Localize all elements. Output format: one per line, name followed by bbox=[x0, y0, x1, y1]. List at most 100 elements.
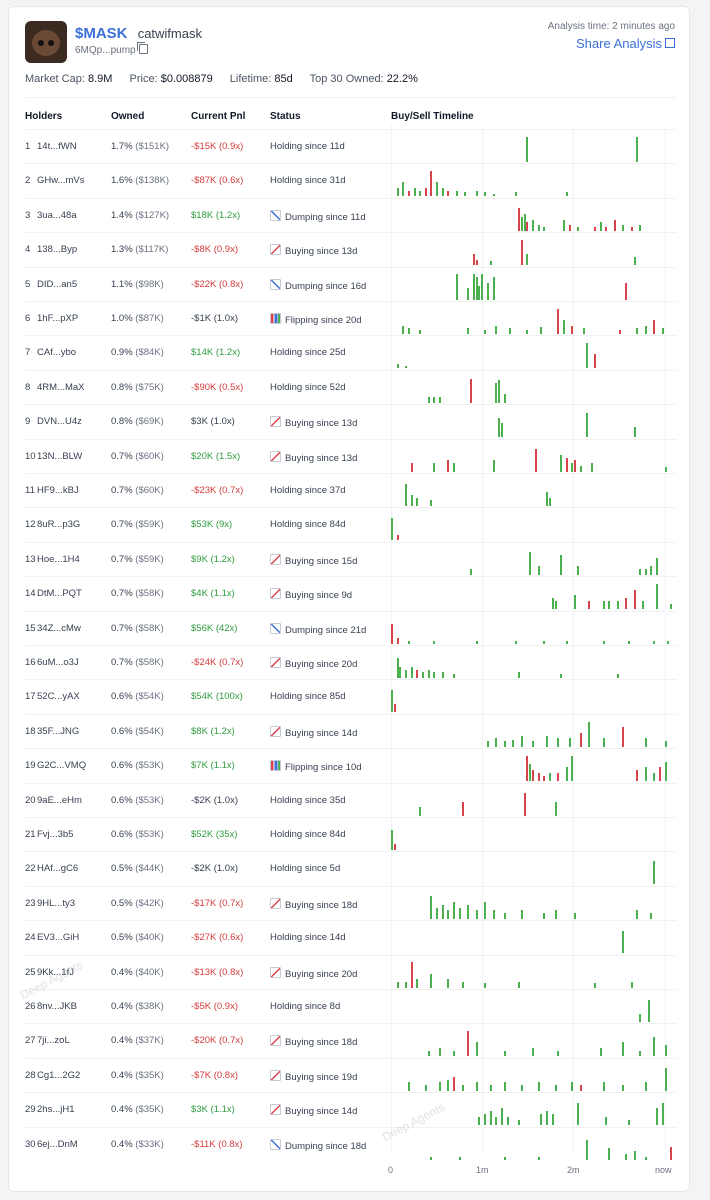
current-pnl: -$11K (0.8x) bbox=[191, 1138, 243, 1150]
owned-percent: 0.7% bbox=[111, 622, 133, 634]
holder-address[interactable]: 35F...JNG bbox=[37, 725, 80, 737]
holder-address[interactable]: 7ji...zoL bbox=[37, 1035, 70, 1047]
holder-rank: 29 bbox=[25, 1104, 36, 1116]
holder-address[interactable]: 8uR...p3G bbox=[37, 519, 81, 531]
owned-value: 0.5% ($44K) bbox=[111, 863, 164, 874]
owned-percent: 0.9% bbox=[111, 347, 133, 359]
holder-address[interactable]: DtM...PQT bbox=[37, 588, 82, 600]
table-row[interactable]: 12 8uR...p3G 0.7% ($59K) $53K (9x) Holding s… bbox=[25, 507, 677, 541]
table-row[interactable]: 24 EV3...GiH 0.5% ($40K) -$27K (0.6x) Holdin… bbox=[25, 920, 677, 954]
table-row[interactable]: 1 14t...fWN 1.7% ($151K) -$15K (0.9x) Holdin… bbox=[25, 129, 677, 163]
holder-address[interactable]: Cg1...2G2 bbox=[37, 1069, 81, 1081]
owned-percent: 1.0% bbox=[111, 313, 133, 324]
holder-address[interactable]: 3ua...48a bbox=[37, 209, 77, 221]
holder-address[interactable]: 4RM...MaX bbox=[37, 381, 85, 393]
buy-bar bbox=[475, 910, 478, 919]
table-row[interactable]: 27 7ji...zoL 0.4% ($37K) -$20K (0.7x) Buying… bbox=[25, 1023, 677, 1057]
holder-address[interactable]: HF9...kBJ bbox=[37, 485, 79, 496]
table-row[interactable]: 23 9HL...ty3 0.5% ($42K) -$17K (0.7x) Buying… bbox=[25, 885, 677, 920]
stat-value: $0.008879 bbox=[160, 73, 213, 85]
buy-bar bbox=[467, 904, 470, 919]
holder-status: Holding since 11d bbox=[270, 141, 345, 152]
owned-usd: ($54K) bbox=[135, 691, 164, 703]
buy-bar bbox=[650, 566, 653, 575]
holder-address[interactable]: 34Z...cMw bbox=[37, 622, 81, 634]
owned-usd: ($151K) bbox=[135, 141, 170, 152]
table-row[interactable]: 11 HF9...kBJ 0.7% ($60K) -$23K (0.7x) Holdin… bbox=[25, 473, 677, 507]
holder-address[interactable]: DVN...U4z bbox=[37, 416, 82, 428]
table-row[interactable]: 22 HAf...gC6 0.5% ($44K) -$2K (1.0x) Holding… bbox=[25, 851, 677, 885]
holder-address[interactable]: 6uM...o3J bbox=[37, 657, 79, 668]
table-row[interactable]: 16 6uM...o3J 0.7% ($58K) -$24K (0.7x) Buying… bbox=[25, 645, 677, 679]
table-row[interactable]: 21 Fvj...3b5 0.6% ($53K) $52K (35x) Holding … bbox=[25, 817, 677, 851]
table-row[interactable]: 17 52C...yAX 0.6% ($54K) $54K (100x) Holding… bbox=[25, 679, 677, 713]
table-row[interactable]: 18 35F...JNG 0.6% ($54K) $8K (1.2x) Buying s… bbox=[25, 713, 677, 748]
table-row[interactable]: 2 GHw...mVs 1.6% ($138K) -$87K (0.6x) Holdin… bbox=[25, 163, 677, 197]
holder-address[interactable]: EV3...GiH bbox=[37, 932, 80, 944]
buy-bar bbox=[608, 600, 611, 610]
table-row[interactable]: 5 DID...an5 1.1% ($98K) -$22K (0.8x) Dumping… bbox=[25, 266, 677, 301]
holder-address[interactable]: 9aE...eHm bbox=[37, 794, 82, 806]
table-row[interactable]: 8 4RM...MaX 0.8% ($75K) -$90K (0.5x) Holding… bbox=[25, 369, 677, 404]
table-row[interactable]: 28 Cg1...2G2 0.4% ($35K) -$7K (0.8x) Buying … bbox=[25, 1057, 677, 1092]
table-row[interactable]: 6 1hF...pXP 1.0% ($87K) -$1K (1.0x) Flipping… bbox=[25, 301, 677, 335]
table-row[interactable]: 25 9Kk...1fJ 0.4% ($40K) -$13K (0.8x) Buying… bbox=[25, 954, 677, 989]
holder-address[interactable]: CAf...ybo bbox=[37, 347, 77, 359]
table-row[interactable]: 7 CAf...ybo 0.9% ($84K) $14K (1.2x) Holding … bbox=[25, 335, 677, 369]
token-avatar bbox=[25, 21, 67, 63]
holder-address[interactable]: 1hF...pXP bbox=[37, 313, 79, 324]
table-row[interactable]: 19 G2C...VMQ 0.6% ($53K) $7K (1.1x) Flipping… bbox=[25, 748, 677, 782]
holder-address[interactable]: HAf...gC6 bbox=[37, 863, 79, 875]
buy-bar bbox=[433, 463, 436, 472]
table-row[interactable]: 13 Hoe...1H4 0.7% ($59K) $9K (1.2x) Buying s… bbox=[25, 541, 677, 576]
holder-rank: 25 bbox=[25, 966, 36, 978]
holder-address[interactable]: 52C...yAX bbox=[37, 691, 80, 703]
holder-address[interactable]: DID...an5 bbox=[37, 278, 78, 290]
axis-tick: 2m bbox=[567, 1165, 580, 1175]
sell-bar bbox=[636, 770, 639, 782]
copy-icon[interactable] bbox=[136, 42, 148, 54]
holder-address[interactable]: 9Kk...1fJ bbox=[37, 966, 74, 978]
current-pnl: -$27K (0.6x) bbox=[191, 932, 244, 944]
buy-bar bbox=[557, 1050, 560, 1057]
table-row[interactable]: 29 2hs...jH1 0.4% ($35K) $3K (1.1x) Buying s… bbox=[25, 1092, 677, 1126]
holder-address[interactable]: 9HL...ty3 bbox=[37, 897, 76, 909]
holder-address[interactable]: 2hs...jH1 bbox=[37, 1104, 75, 1116]
holder-status: Holding since 35d bbox=[270, 795, 346, 806]
owned-value: 0.9% ($84K) bbox=[111, 347, 164, 358]
current-pnl: $4K (1.1x) bbox=[191, 588, 235, 600]
buy-bar bbox=[405, 365, 408, 369]
buy-sell-timeline bbox=[391, 1128, 677, 1162]
buy-bar bbox=[568, 738, 571, 747]
table-row[interactable]: 3 3ua...48a 1.4% ($127K) $18K (1.2x) Dumping… bbox=[25, 197, 677, 232]
holder-address[interactable]: 13N...BLW bbox=[37, 450, 83, 462]
table-row[interactable]: 30 6ej...DnM 0.4% ($33K) -$11K (0.8x) Dumpin… bbox=[25, 1126, 677, 1162]
holder-address[interactable]: 8nv...JKB bbox=[37, 1001, 77, 1012]
status-text: Holding since 31d bbox=[270, 175, 346, 187]
table-row[interactable]: 14 DtM...PQT 0.7% ($58K) $4K (1.1x) Buying s… bbox=[25, 576, 677, 610]
buy-bar bbox=[486, 741, 489, 747]
holder-address[interactable]: 6ej...DnM bbox=[37, 1138, 78, 1150]
buy-bar bbox=[537, 1156, 540, 1160]
buy-sell-timeline bbox=[391, 233, 677, 267]
buy-bar bbox=[436, 907, 439, 919]
owned-usd: ($53K) bbox=[135, 760, 164, 772]
holder-address[interactable]: G2C...VMQ bbox=[37, 760, 87, 772]
col-header-status: Status bbox=[270, 111, 301, 122]
table-row[interactable]: 20 9aE...eHm 0.6% ($53K) -$2K (1.0x) Holding… bbox=[25, 782, 677, 817]
holder-rank: 15 bbox=[25, 622, 36, 634]
holder-address[interactable]: GHw...mVs bbox=[37, 175, 85, 187]
holder-address[interactable]: Fvj...3b5 bbox=[37, 829, 74, 840]
table-row[interactable]: 15 34Z...cMw 0.7% ($58K) $56K (42x) Dumping … bbox=[25, 610, 677, 645]
buy-bar bbox=[500, 423, 503, 438]
table-row[interactable]: 4 138...Byp 1.3% ($117K) -$8K (0.9x) Buying … bbox=[25, 232, 677, 266]
holder-address[interactable]: Hoe...1H4 bbox=[37, 553, 80, 565]
share-analysis-link[interactable]: Share Analysis bbox=[576, 36, 675, 51]
table-row[interactable]: 26 8nv...JKB 0.4% ($38K) -$5K (0.9x) Holding… bbox=[25, 989, 677, 1023]
table-row[interactable]: 9 DVN...U4z 0.8% ($69K) $3K (1.0x) Buying si… bbox=[25, 404, 677, 438]
holder-status: Buying since 13d bbox=[270, 450, 357, 464]
owned-percent: 0.6% bbox=[111, 794, 133, 806]
holder-address[interactable]: 14t...fWN bbox=[37, 141, 77, 152]
table-row[interactable]: 10 13N...BLW 0.7% ($60K) $20K (1.5x) Buying … bbox=[25, 438, 677, 473]
holder-address[interactable]: 138...Byp bbox=[37, 244, 78, 256]
